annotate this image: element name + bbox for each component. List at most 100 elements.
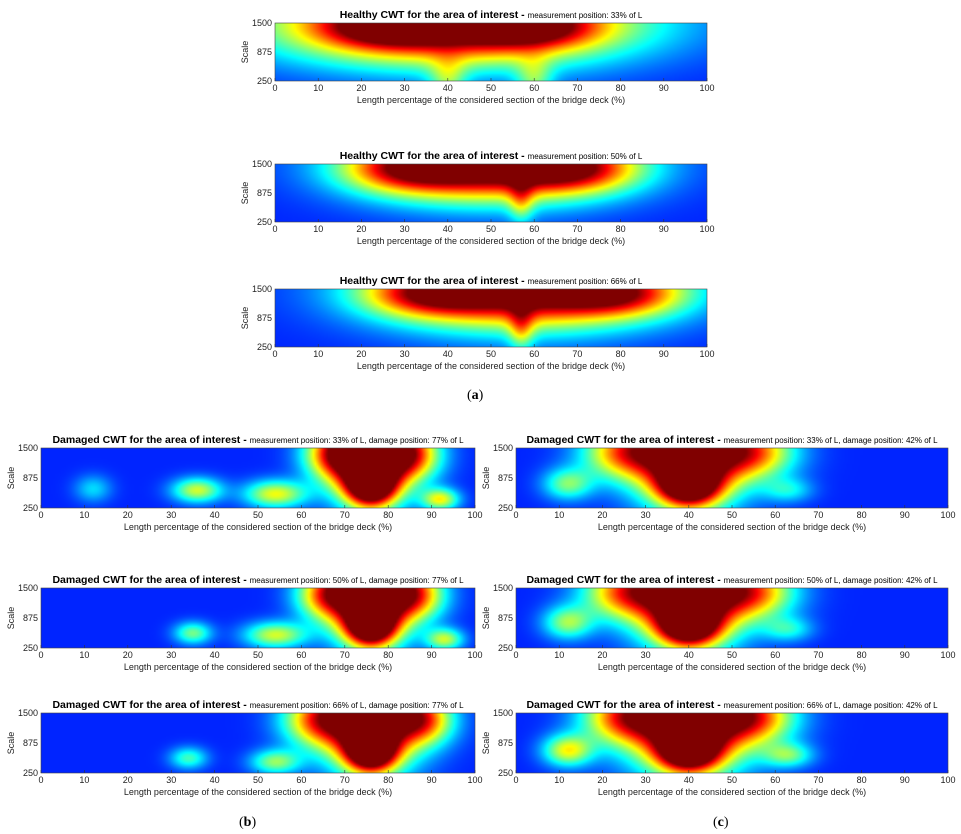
- x-tick-label: 70: [572, 224, 582, 234]
- x-tick-label: 60: [296, 510, 306, 520]
- x-tick-label: 80: [857, 650, 867, 660]
- x-tick-label: 40: [210, 650, 220, 660]
- x-tick-label: 40: [684, 650, 694, 660]
- x-tick-label: 30: [400, 224, 410, 234]
- x-tick-label: 0: [513, 510, 518, 520]
- y-tick-label: 250: [23, 503, 38, 513]
- panel-title: Damaged CWT for the area of interest - m…: [52, 434, 464, 446]
- x-tick-label: 30: [641, 775, 651, 785]
- x-tick-label: 10: [554, 650, 564, 660]
- y-tick-label: 1500: [18, 583, 38, 593]
- x-tick-label: 20: [356, 349, 366, 359]
- x-tick-label: 50: [253, 650, 263, 660]
- panel-b1: Damaged CWT for the area of interest - m…: [6, 434, 483, 532]
- x-tick-label: 100: [940, 510, 955, 520]
- x-tick-label: 100: [467, 510, 482, 520]
- x-tick-label: 90: [900, 650, 910, 660]
- x-tick-label: 20: [123, 775, 133, 785]
- x-tick-label: 30: [166, 775, 176, 785]
- y-tick-label: 1500: [493, 708, 513, 718]
- x-tick-label: 20: [123, 650, 133, 660]
- x-tick-label: 100: [467, 650, 482, 660]
- panel-title: Healthy CWT for the area of interest - m…: [340, 275, 643, 287]
- title-bold: Damaged CWT for the area of interest -: [52, 574, 249, 586]
- x-axis-label: Length percentage of the considered sect…: [124, 787, 392, 797]
- y-tick-label: 250: [23, 768, 38, 778]
- x-tick-label: 40: [210, 775, 220, 785]
- x-tick-label: 90: [427, 510, 437, 520]
- panel-b3: Damaged CWT for the area of interest - m…: [6, 699, 483, 797]
- x-tick-label: 70: [813, 775, 823, 785]
- x-tick-label: 50: [486, 349, 496, 359]
- y-axis-label: Scale: [6, 467, 16, 490]
- x-tick-label: 0: [38, 650, 43, 660]
- y-tick-label: 1500: [493, 443, 513, 453]
- x-tick-label: 0: [272, 224, 277, 234]
- x-tick-label: 90: [427, 775, 437, 785]
- y-tick-label: 1500: [252, 159, 272, 169]
- title-bold: Damaged CWT for the area of interest -: [526, 699, 723, 711]
- title-rest: measurement position: 66% of L, damage p…: [724, 701, 938, 710]
- x-tick-label: 50: [727, 650, 737, 660]
- heatmap-b2: [41, 588, 475, 648]
- x-tick-label: 40: [210, 510, 220, 520]
- x-axis-label: Length percentage of the considered sect…: [598, 787, 866, 797]
- title-rest: measurement position: 33% of L: [528, 11, 643, 20]
- y-axis-label: Scale: [481, 467, 491, 490]
- x-tick-label: 30: [166, 510, 176, 520]
- y-tick-label: 250: [257, 76, 272, 86]
- x-tick-label: 50: [253, 775, 263, 785]
- x-tick-label: 30: [400, 349, 410, 359]
- x-axis-label: Length percentage of the considered sect…: [598, 662, 866, 672]
- y-tick-label: 250: [498, 768, 513, 778]
- title-rest: measurement position: 33% of L, damage p…: [250, 436, 464, 445]
- x-tick-label: 60: [529, 224, 539, 234]
- panel-b2: Damaged CWT for the area of interest - m…: [6, 574, 483, 672]
- x-tick-label: 30: [400, 83, 410, 93]
- x-axis-label: Length percentage of the considered sect…: [357, 236, 625, 246]
- x-tick-label: 0: [513, 775, 518, 785]
- x-tick-label: 20: [356, 224, 366, 234]
- y-tick-label: 875: [257, 313, 272, 323]
- x-tick-label: 20: [597, 510, 607, 520]
- x-tick-label: 40: [443, 83, 453, 93]
- y-axis-label: Scale: [6, 607, 16, 630]
- x-tick-label: 90: [427, 650, 437, 660]
- title-bold: Damaged CWT for the area of interest -: [52, 434, 249, 446]
- x-tick-label: 70: [813, 510, 823, 520]
- x-tick-label: 50: [727, 775, 737, 785]
- y-tick-label: 250: [498, 503, 513, 513]
- x-tick-label: 80: [857, 510, 867, 520]
- x-tick-label: 60: [296, 650, 306, 660]
- x-tick-label: 40: [684, 510, 694, 520]
- x-tick-label: 90: [900, 510, 910, 520]
- x-tick-label: 0: [38, 775, 43, 785]
- y-axis-label: Scale: [6, 732, 16, 755]
- x-tick-label: 30: [641, 650, 651, 660]
- x-tick-label: 90: [659, 83, 669, 93]
- y-axis-label: Scale: [481, 607, 491, 630]
- y-tick-label: 875: [257, 47, 272, 57]
- panel-title: Damaged CWT for the area of interest - m…: [526, 699, 938, 711]
- heatmap-c2: [516, 588, 948, 648]
- x-tick-label: 60: [529, 83, 539, 93]
- y-tick-label: 875: [23, 738, 38, 748]
- title-bold: Healthy CWT for the area of interest -: [340, 150, 528, 162]
- x-tick-label: 80: [857, 775, 867, 785]
- y-tick-label: 875: [498, 738, 513, 748]
- y-tick-label: 875: [23, 473, 38, 483]
- panel-c1: Damaged CWT for the area of interest - m…: [481, 434, 956, 532]
- x-tick-label: 30: [166, 650, 176, 660]
- x-tick-label: 70: [340, 775, 350, 785]
- y-tick-label: 250: [23, 643, 38, 653]
- title-rest: measurement position: 33% of L, damage p…: [724, 436, 938, 445]
- x-tick-label: 100: [699, 349, 714, 359]
- group-label-c: (c): [713, 815, 729, 830]
- x-tick-label: 80: [383, 650, 393, 660]
- x-tick-label: 10: [79, 775, 89, 785]
- x-tick-label: 70: [340, 650, 350, 660]
- panel-title: Healthy CWT for the area of interest - m…: [340, 150, 643, 162]
- x-tick-label: 0: [513, 650, 518, 660]
- x-tick-label: 20: [597, 775, 607, 785]
